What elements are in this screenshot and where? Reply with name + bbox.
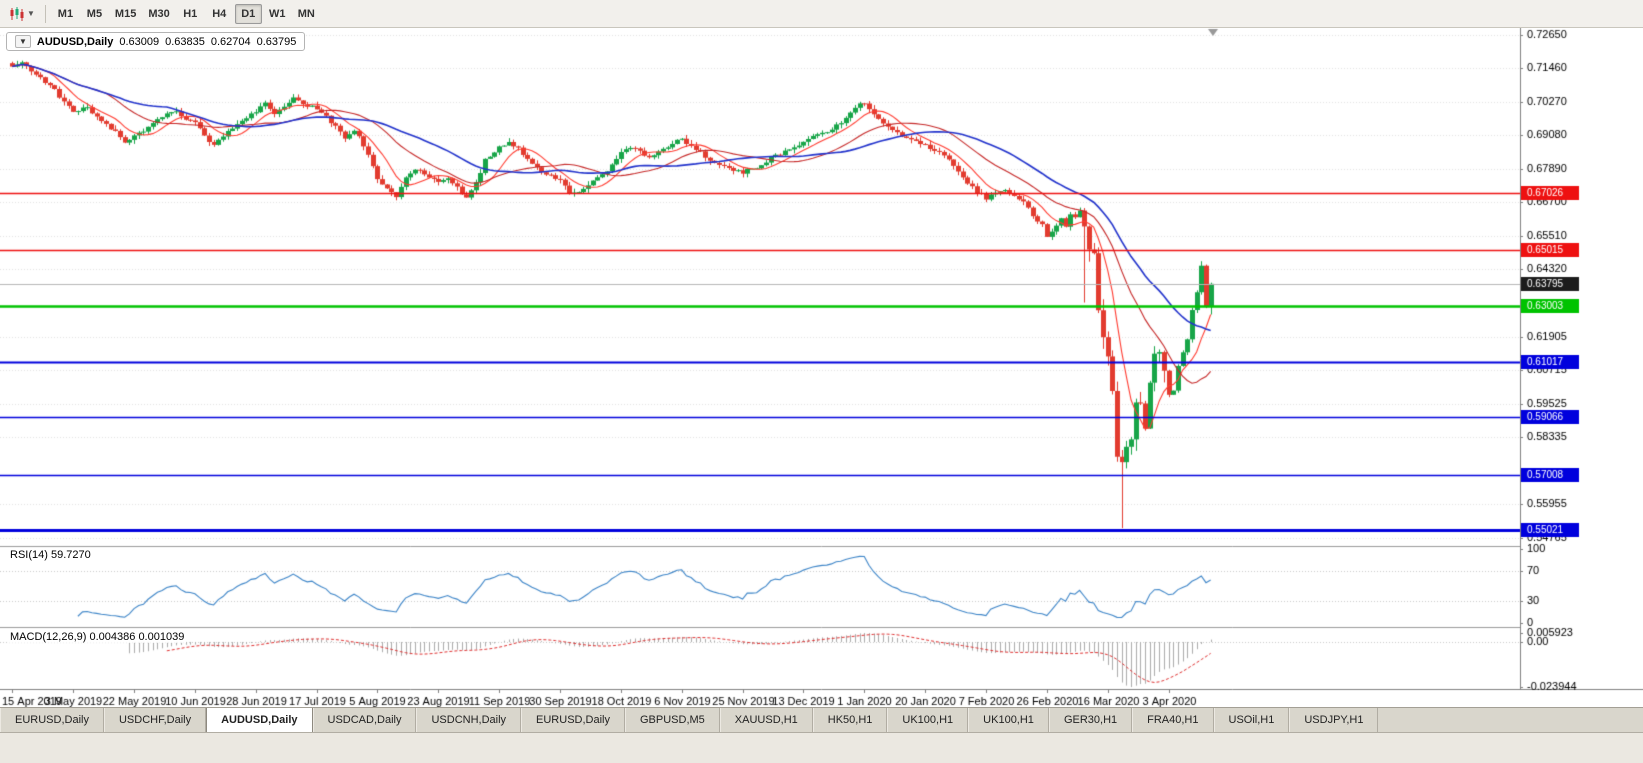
ohlc-open: 0.63009 (119, 35, 160, 48)
macd-signal-value: 0.001039 (138, 631, 185, 643)
tab-label: USDCNH,Daily (431, 714, 507, 726)
chart-tab-usdchf-daily[interactable]: USDCHF,Daily (103, 708, 207, 732)
chart-tab-gbpusd-m5[interactable]: GBPUSD,M5 (625, 708, 720, 732)
tab-label: USOil,H1 (1228, 714, 1275, 726)
chart-tab-eurusd-daily-2[interactable]: EURUSD,Daily (521, 708, 625, 732)
chart-tab-eurusd-daily-1[interactable]: EURUSD,Daily (0, 708, 104, 732)
ohlc-low: 0.62704 (210, 35, 251, 48)
chart-tab-hk50-h1[interactable]: HK50,H1 (812, 708, 888, 732)
toolbar-separator (44, 4, 46, 23)
tab-label: USDCHF,Daily (118, 714, 192, 726)
candlestick-chart-icon (10, 6, 24, 21)
chart-tab-usdjpy-h1[interactable]: USDJPY,H1 (1289, 708, 1379, 732)
chart-tab-uk100-h1-1[interactable]: UK100,H1 (887, 708, 969, 732)
rsi-value: 59.7270 (50, 549, 91, 561)
timeframe-m5[interactable]: M5 (81, 4, 108, 24)
chart-tab-xauusd-h1[interactable]: XAUUSD,H1 (719, 708, 813, 732)
timeframe-w1[interactable]: W1 (264, 4, 291, 24)
macd-main-value: 0.004386 (89, 631, 136, 643)
chart-type-button[interactable]: ▼ (4, 4, 40, 24)
timeframe-d1[interactable]: D1 (234, 3, 262, 24)
tab-label: HK50,H1 (827, 714, 873, 726)
chart-tab-audusd-daily[interactable]: AUDUSD,Daily (206, 708, 313, 732)
price-chart-canvas[interactable] (0, 28, 1643, 707)
tab-label: UK100,H1 (983, 714, 1034, 726)
timeframe-m15[interactable]: M15 (110, 4, 141, 24)
tab-label: USDJPY,H1 (1304, 714, 1364, 726)
timeframe-toolbar: ▼ M1 M5 M15 M30 H1 H4 D1 W1 MN (0, 0, 1643, 28)
chart-symbol-period: AUDUSD,Daily (36, 35, 114, 48)
chart-tab-fra40-h1[interactable]: FRA40,H1 (1132, 708, 1214, 732)
timeframe-mn[interactable]: MN (293, 4, 320, 24)
tab-label: EURUSD,Daily (536, 714, 610, 726)
rsi-indicator-label: RSI(14) 59.7270 (8, 549, 93, 561)
dropdown-caret-icon: ▼ (27, 8, 35, 18)
chart-tab-uk100-h1-2[interactable]: UK100,H1 (968, 708, 1049, 732)
tab-label: UK100,H1 (902, 714, 954, 726)
macd-indicator-label: MACD(12,26,9) 0.004386 0.001039 (8, 631, 187, 643)
macd-name: MACD(12,26,9) (10, 631, 87, 643)
tab-label: XAUUSD,H1 (734, 714, 798, 726)
chart-tabbar: EURUSD,Daily USDCHF,Daily AUDUSD,Daily U… (0, 707, 1643, 732)
tab-label: FRA40,H1 (1147, 714, 1199, 726)
chart-tab-ger30-h1[interactable]: GER30,H1 (1048, 708, 1133, 732)
tab-label: EURUSD,Daily (15, 714, 89, 726)
tab-label: AUDUSD,Daily (221, 714, 298, 726)
timeframe-h1[interactable]: H1 (177, 4, 204, 24)
chart-area: ▼ AUDUSD,Daily 0.63009 0.63835 0.62704 0… (0, 28, 1643, 707)
rsi-name: RSI(14) (10, 549, 48, 561)
tab-label: USDCAD,Daily (327, 714, 402, 726)
tab-label: GBPUSD,M5 (640, 714, 705, 726)
status-strip (0, 732, 1643, 763)
ohlc-high: 0.63835 (165, 35, 205, 48)
chart-title-overlay: ▼ AUDUSD,Daily 0.63009 0.63835 0.62704 0… (6, 32, 306, 51)
timeframe-h4[interactable]: H4 (206, 4, 233, 24)
chart-tab-usdcnh-daily[interactable]: USDCNH,Daily (416, 708, 522, 732)
tab-label: GER30,H1 (1063, 714, 1118, 726)
chart-tab-usoil-h1[interactable]: USOil,H1 (1213, 708, 1290, 732)
collapse-panel-icon[interactable]: ▼ (15, 35, 31, 48)
chart-tab-usdcad-daily[interactable]: USDCAD,Daily (312, 708, 417, 732)
timeframe-m30[interactable]: M30 (143, 4, 174, 24)
ohlc-close: 0.63795 (256, 35, 297, 48)
timeframe-m1[interactable]: M1 (52, 4, 79, 24)
